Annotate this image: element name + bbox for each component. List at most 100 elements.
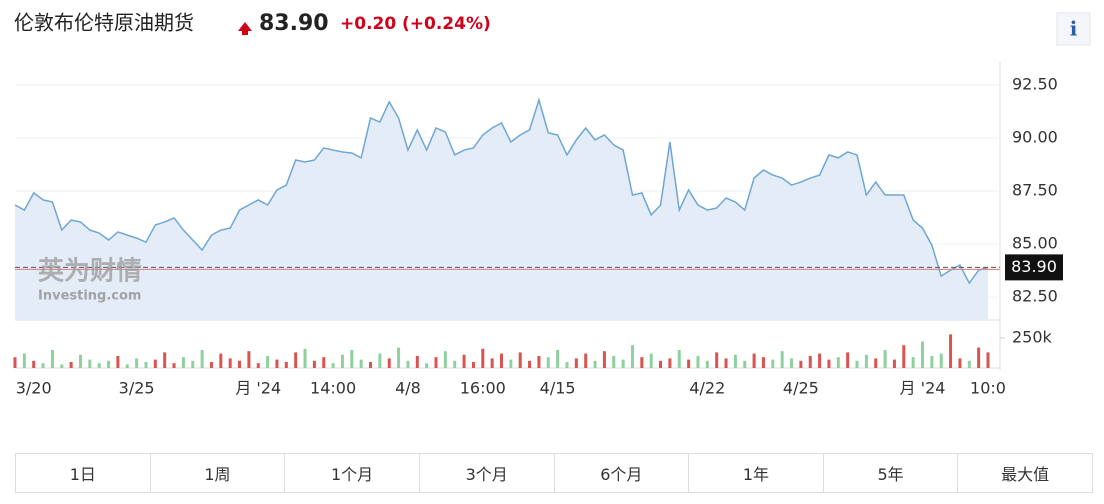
volume-bar [125, 364, 129, 368]
volume-bar [509, 359, 513, 368]
volume-bar [715, 352, 719, 368]
last-price-label: 83.90 [1011, 257, 1057, 276]
volume-bar [200, 349, 204, 368]
volume-bar [144, 361, 148, 368]
volume-bar [275, 359, 279, 368]
volume-bar [490, 358, 494, 368]
volume-bar [677, 349, 681, 368]
volume-bar [846, 352, 850, 368]
x-tick-label: 14:00 [310, 379, 356, 398]
volume-bar [266, 355, 270, 368]
volume-bar [528, 360, 532, 368]
volume-bar [331, 363, 335, 368]
y2-tick-label: 250k [1012, 327, 1053, 346]
volume-bar [13, 357, 17, 368]
volume-bar [387, 358, 391, 368]
volume-bar [855, 360, 859, 368]
watermark: 英为财情 [38, 257, 142, 287]
range-button[interactable]: 6个月 [553, 454, 689, 492]
volume-bar [191, 360, 195, 368]
volume-bar [986, 352, 990, 368]
watermark-sub: Investing.com [38, 289, 141, 304]
info-icon[interactable]: i [1070, 17, 1078, 41]
volume-bar [911, 357, 915, 368]
volume-bar [621, 359, 625, 368]
volume-bar [808, 355, 812, 368]
volume-bar [378, 353, 382, 368]
volume-bar [593, 360, 597, 368]
volume-bar [602, 351, 606, 368]
volume-bar [228, 358, 232, 368]
y-tick-label: 85.00 [1012, 234, 1058, 253]
x-tick-label: 10:0 [970, 379, 1006, 398]
volume-bar [864, 354, 868, 368]
volume-bar [41, 363, 45, 368]
volume-bar [518, 352, 522, 368]
info-button[interactable] [1056, 12, 1091, 46]
volume-bar [659, 360, 663, 368]
volume-bar [359, 359, 363, 368]
y-tick-label: 92.50 [1012, 74, 1058, 93]
x-tick-label: 4/25 [783, 379, 819, 398]
volume-bar [874, 358, 878, 368]
volume-bar [790, 358, 794, 368]
volume-bar [107, 360, 111, 368]
volume-bar [883, 349, 887, 368]
volume-bar [97, 363, 101, 368]
volume-bar [500, 353, 503, 368]
volume-bar [836, 357, 840, 368]
volume-bar [322, 357, 326, 368]
y-tick-label: 90.00 [1012, 127, 1058, 146]
volume-bar [771, 359, 775, 368]
volume-bar [238, 360, 242, 368]
volume-bar [640, 357, 644, 368]
volume-bar [612, 355, 616, 368]
volume-bar [256, 363, 260, 368]
volume-bar [32, 360, 36, 368]
volume-bar [462, 354, 466, 368]
volume-bar [921, 341, 925, 368]
volume-bar [50, 349, 54, 368]
volume-bar [574, 358, 578, 368]
volume-bar [471, 361, 475, 368]
volume-bar [799, 360, 803, 368]
volume-bar [827, 359, 831, 368]
x-tick-label: 4/15 [540, 379, 576, 398]
volume-bar [303, 348, 307, 368]
range-button[interactable]: 1年 [688, 454, 823, 492]
volume-bar [135, 358, 139, 368]
x-tick-label: 月 '24 [235, 379, 281, 398]
volume-bar [22, 353, 26, 368]
volume-bar [743, 360, 747, 368]
volume-bar [892, 359, 896, 368]
volume-bar [247, 351, 251, 368]
range-button[interactable]: 5年 [822, 454, 958, 492]
volume-bar [369, 361, 373, 368]
volume-bar [219, 353, 223, 368]
volume-bar [443, 351, 447, 368]
volume-bar [696, 355, 700, 368]
y-tick-label: 87.50 [1012, 181, 1058, 200]
range-button[interactable]: 3个月 [418, 454, 554, 492]
range-button[interactable]: 1周 [149, 454, 285, 492]
volume-bar [163, 352, 167, 368]
y-tick-label: 82.50 [1012, 287, 1058, 306]
volume-bar [780, 351, 784, 368]
volume-bar [649, 353, 653, 368]
volume-bar [668, 358, 672, 368]
x-tick-label: 16:00 [460, 379, 506, 398]
volume-bar [397, 347, 401, 368]
volume-bar [752, 353, 756, 368]
range-button[interactable]: 最大值 [957, 454, 1092, 492]
chart: 伦敦布伦特原油期货 83.90 +0.20 (+0.24%) i 82.50 85… [13, 11, 1091, 398]
range-button[interactable]: 1个月 [284, 454, 419, 492]
volume-bar [630, 345, 634, 368]
volume-bar [294, 352, 298, 368]
volume-bar [949, 334, 953, 368]
volume-bar [284, 361, 288, 368]
volume-bar [425, 363, 429, 368]
volume-bar [930, 355, 934, 368]
x-tick-label: 4/22 [689, 379, 725, 398]
range-button[interactable]: 1日 [69, 465, 96, 484]
price: 83.90 [259, 11, 329, 36]
